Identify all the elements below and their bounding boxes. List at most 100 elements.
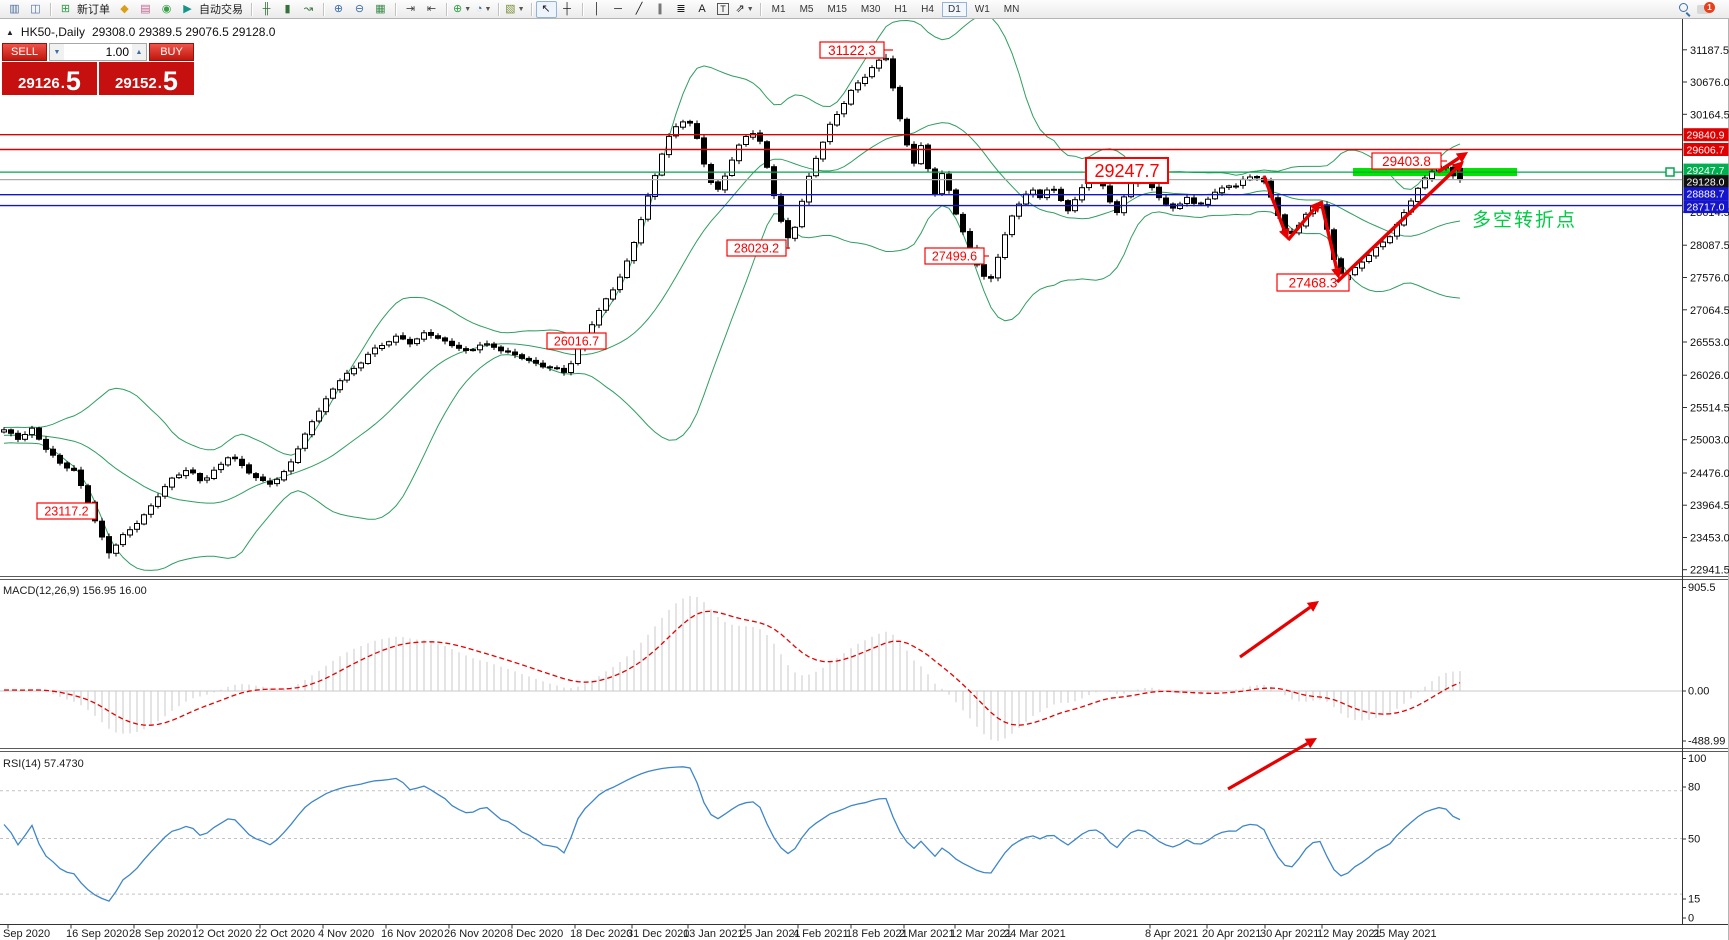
timeframe-w1-button[interactable]: W1 — [974, 3, 990, 15]
trend-arrow[interactable] — [1286, 201, 1321, 242]
price-annotation-label: 23117.2 — [44, 505, 88, 519]
new-order-icon: ⊞ — [60, 2, 71, 15]
trendline-icon[interactable]: ╱ — [629, 1, 650, 18]
line-chart-icon[interactable]: ↝ — [298, 1, 319, 18]
new-order-label[interactable]: 新订单 — [77, 4, 110, 16]
timeframe-m30-button[interactable]: M30 — [860, 3, 881, 15]
chart-shift-icon[interactable]: ⇥ — [400, 1, 421, 18]
cursor-icon[interactable]: ↖ — [535, 0, 557, 18]
trend-arrow[interactable] — [1335, 161, 1464, 284]
zoom-out-icon: ⊖ — [354, 2, 365, 15]
price-tick-label: 30164.5 — [1690, 109, 1729, 121]
toolbar: ▥ ◫ ⊞ 新订单 ◆ ▤ ◉ ▶ 自动交易 ╫ ▮ ↝ ⊕ ⊖ ▦ ⇥ ⇤ ⊕ ▼ ◔ ▼ ▧ ▼ ↖ ┼ │ ─ ╱ ∥ ≣ A T ⇗ ▼ M… — [0, 0, 1729, 19]
symbol-ohlc: 29308.0 29389.5 29076.5 29128.0 — [91, 25, 276, 39]
navigator-icon[interactable]: ▤ — [135, 1, 156, 18]
trend-arrow[interactable] — [1239, 601, 1319, 659]
chart-window-icon[interactable]: ▥ — [4, 1, 25, 18]
date-label: 2 Mar 2021 — [899, 928, 955, 940]
chevron-down-icon: ▼ — [746, 5, 754, 13]
notifications-button[interactable]: 1 — [1697, 1, 1715, 17]
macd-axis-label: 0.00 — [1688, 686, 1709, 698]
candlestick-chart-icon: ▮ — [284, 2, 291, 15]
volume-input[interactable] — [64, 44, 132, 60]
price-annotation-box[interactable] — [1276, 273, 1350, 292]
buy-price[interactable]: 29152. 5 — [99, 62, 194, 95]
auto-scroll-icon[interactable]: ⇤ — [421, 1, 442, 18]
text-icon[interactable]: A — [692, 1, 713, 18]
period-icon[interactable]: ◔ ▼ — [473, 1, 494, 18]
text-label-icon[interactable]: T — [713, 1, 734, 18]
zoom-in-icon[interactable]: ⊕ — [328, 1, 349, 18]
price-annotation-box[interactable] — [1085, 157, 1169, 184]
line-endpoint-handle[interactable] — [1665, 167, 1675, 177]
new-order-icon[interactable]: ⊞ — [55, 1, 76, 18]
arrows-tool-icon: ⇗ — [735, 2, 745, 15]
date-label: 8 Apr 2021 — [1145, 928, 1198, 940]
horizontal-line-icon[interactable]: ─ — [608, 1, 629, 18]
price-badge-label: 28717.0 — [1687, 202, 1725, 214]
date-label: 8 Dec 2020 — [507, 928, 563, 940]
date-label: 22 Oct 2020 — [255, 928, 315, 940]
vertical-line-icon[interactable]: │ — [587, 1, 608, 18]
price-badge — [1683, 128, 1729, 142]
autotrade-label[interactable]: 自动交易 — [199, 4, 243, 16]
zoom-out-icon[interactable]: ⊖ — [349, 1, 370, 18]
price-annotation-box[interactable] — [546, 332, 607, 350]
candlestick-chart-icon[interactable]: ▮ — [277, 1, 298, 18]
crosshair-icon: ┼ — [563, 2, 571, 15]
toolbar-separator — [498, 2, 500, 16]
price-annotation-label: 28029.2 — [734, 242, 779, 256]
data-window-icon[interactable]: ◫ — [25, 1, 46, 18]
timeframe-m1-button[interactable]: M1 — [771, 3, 786, 15]
timeframe-d1-button[interactable]: D1 — [941, 1, 967, 17]
price-badge — [1683, 200, 1729, 214]
sell-button[interactable]: SELL — [2, 43, 47, 61]
trend-arrow[interactable] — [1227, 738, 1317, 791]
timeframe-mn-button[interactable]: MN — [1003, 3, 1020, 15]
date-label: 20 Apr 2021 — [1202, 928, 1261, 940]
price-tick-label: 23453.0 — [1690, 533, 1729, 545]
chevron-down-icon: ▼ — [517, 5, 525, 13]
date-label: 18 Feb 2021 — [846, 928, 908, 940]
candles — [1, 53, 1463, 559]
price-badge-label: 29247.7 — [1687, 165, 1725, 177]
price-badge — [1683, 187, 1729, 201]
trend-arrow[interactable] — [1437, 152, 1468, 174]
crosshair-icon[interactable]: ┼ — [557, 1, 578, 18]
trend-arrow[interactable] — [1319, 200, 1342, 279]
price-annotation-box[interactable] — [36, 502, 97, 520]
volume-increase-button[interactable]: ▲ — [132, 44, 146, 60]
timeframe-h4-button[interactable]: H4 — [921, 3, 934, 15]
navigator-icon: ▤ — [140, 2, 151, 15]
buy-button[interactable]: BUY — [149, 43, 194, 61]
line-chart-icon: ↝ — [303, 2, 314, 15]
market-watch-icon[interactable]: ◆ — [114, 1, 135, 18]
bar-chart-icon: ╫ — [262, 2, 271, 15]
bollinger-bands — [3, 19, 1461, 571]
tile-windows-icon[interactable]: ▦ — [370, 1, 391, 18]
date-label: 16 Sep 2020 — [66, 928, 128, 940]
fibonacci-icon[interactable]: ≣ — [671, 1, 692, 18]
arrows-tool-icon[interactable]: ⇗ ▼ — [734, 1, 756, 18]
autotrade-icon[interactable]: ▶ — [177, 1, 198, 18]
equidistant-channel-icon[interactable]: ∥ — [650, 1, 671, 18]
bar-chart-icon[interactable]: ╫ — [256, 1, 277, 18]
timeframe-m5-button[interactable]: M5 — [799, 3, 814, 15]
price-annotation-label: 27468.3 — [1289, 275, 1338, 290]
signals-icon[interactable]: ◉ — [156, 1, 177, 18]
timeframe-m15-button[interactable]: M15 — [827, 3, 847, 15]
trend-arrow[interactable] — [1262, 175, 1290, 240]
template-icon[interactable]: ▧ ▼ — [503, 1, 526, 18]
tile-windows-icon: ▦ — [375, 2, 386, 15]
search-icon[interactable] — [1677, 2, 1691, 16]
date-label: 4 Nov 2020 — [318, 928, 374, 940]
turning-point-note[interactable]: 多空转折点 — [1472, 209, 1577, 231]
timeframe-h1-button[interactable]: H1 — [894, 3, 908, 15]
date-label: 25 May 2021 — [1373, 928, 1437, 940]
collapse-arrow-icon[interactable]: ▲ — [6, 27, 14, 37]
date-label: 30 Apr 2021 — [1260, 928, 1319, 940]
add-indicator-icon[interactable]: ⊕ ▼ — [451, 1, 473, 18]
volume-decrease-button[interactable]: ▼ — [50, 44, 64, 60]
sell-price[interactable]: 29126. 5 — [2, 62, 97, 95]
